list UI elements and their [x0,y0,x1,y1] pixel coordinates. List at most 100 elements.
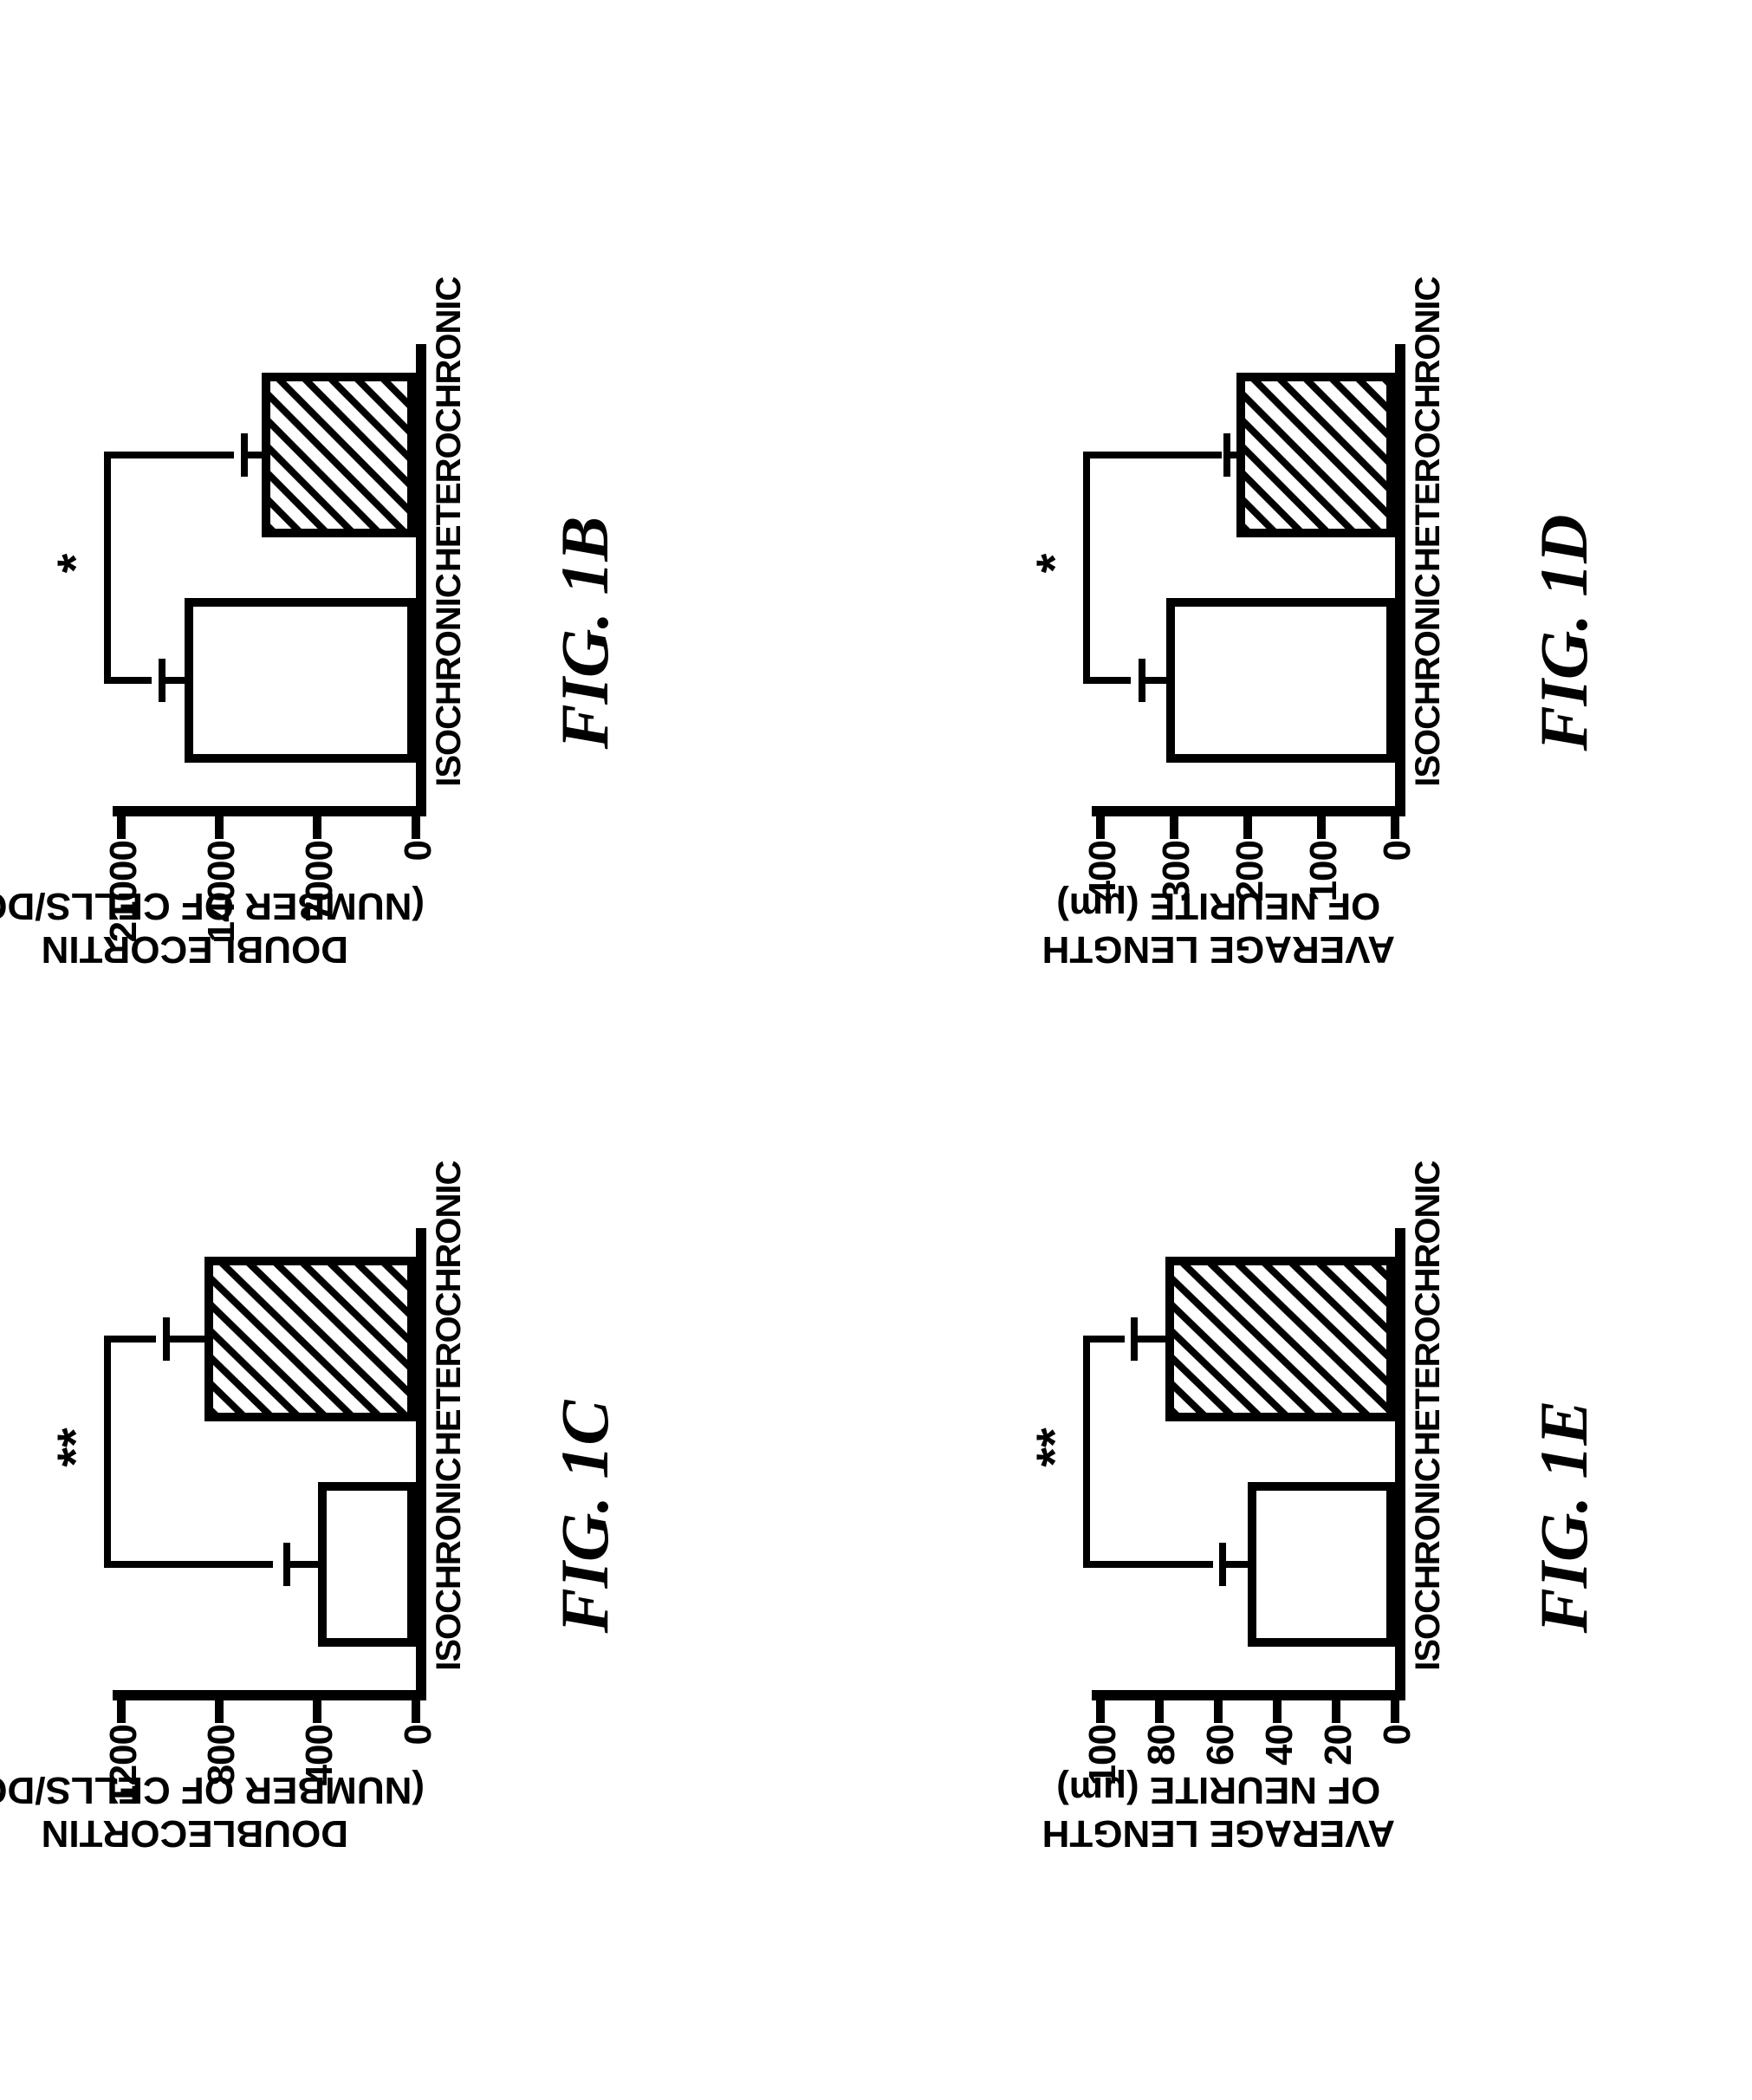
panel-inner: DOUBLECORTIN (NUMBER OF CELLS/DG) 0 400 … [87,1127,650,1907]
x-axis [1395,1228,1405,1700]
y-tick [313,806,321,839]
sig-bracket-left [1083,677,1131,684]
y-tick-label: 200 [1229,841,1272,1014]
y-axis [113,806,425,816]
y-tick-label: 40 [1258,1725,1301,1898]
y-tick-label: 400 [1081,841,1125,1014]
significance-marker: * [47,529,105,598]
plot-area: 0 400 800 1200 [121,1239,416,1690]
y-tick-label: 7000 [298,841,341,1014]
error-cap [159,659,165,702]
sig-bracket-left [1083,1561,1213,1568]
y-tick [1243,806,1252,839]
x-axis [416,344,426,816]
sig-bracket-top [104,452,111,684]
y-tick [1096,806,1105,839]
category-label: HETEROCHRONIC [1409,1222,1448,1456]
y-tick [1170,806,1178,839]
y-tick-label: 20 [1317,1725,1360,1898]
y-tick-label: 80 [1140,1725,1184,1898]
y-tick [412,806,420,839]
sig-bracket-right [104,1336,156,1343]
figure-caption: FIG. 1B [546,243,624,1023]
y-tick-label: 14000 [200,841,243,1014]
y-tick [1273,1690,1282,1723]
category-label: HETEROCHRONIC [1409,338,1448,572]
error-stem [1136,1336,1165,1343]
category-label: HETEROCHRONIC [430,338,469,572]
y-tick [117,806,126,839]
significance-marker: ** [1026,1400,1084,1495]
bar-heterochronic [262,373,416,537]
sig-bracket-right [1083,452,1222,458]
y-tick [117,1690,126,1723]
category-label: ISOCHRONIC [1409,572,1448,789]
y-tick-label: 100 [1081,1725,1125,1898]
y-tick-label: 400 [298,1725,341,1898]
bar-isochronic [1166,598,1395,763]
error-cap [241,433,248,477]
y-axis [113,1690,425,1700]
bar-isochronic [185,598,416,763]
figure-caption: FIG. 1C [546,1127,624,1907]
hatch-pattern-icon [1174,1265,1386,1413]
figure-caption: FIG. 1D [1525,243,1603,1023]
y-axis [1092,1690,1404,1700]
y-tick [1391,806,1399,839]
x-axis [416,1228,426,1700]
panel-inner: AVERAGE LENGTH OF NEURITE (μm) 0 20 40 6… [1066,1127,1629,1907]
error-stem [246,452,262,458]
error-stem [1224,1561,1248,1568]
y-tick-label: 0 [397,841,440,1014]
category-label: HETEROCHRONIC [430,1222,469,1456]
error-cap [163,1317,170,1361]
plot-area: 0 20 40 60 80 100 [1100,1239,1395,1690]
y-tick-label: 1200 [102,1725,146,1898]
y-tick [1214,1690,1223,1723]
panel-fig-1e: AVERAGE LENGTH OF NEURITE (μm) 0 20 40 6… [1066,1127,1629,1907]
y-tick-label: 21000 [102,841,146,1014]
figure-page: DOUBLECORTIN (NUMBER OF CELLS/DG) 0 7000… [0,0,1752,2100]
error-cap [1131,1317,1138,1361]
y-tick [1155,1690,1164,1723]
error-stem [1144,677,1166,684]
y-tick-label: 0 [1376,841,1419,1014]
y-tick [1332,1690,1340,1723]
hatch-pattern-icon [270,381,407,529]
sig-bracket-right [104,452,234,458]
bar-chart: DOUBLECORTIN (NUMBER OF CELLS/DG) 0 400 … [87,1127,650,1907]
bar-heterochronic [1165,1257,1395,1421]
panel-fig-1d: AVERAGE LENGTH OF NEURITE (μm) 0 100 200… [1066,243,1629,1023]
bar-heterochronic [204,1257,416,1421]
category-label: ISOCHRONIC [430,572,469,789]
hatch-pattern-icon [1245,381,1386,529]
y-tick [1096,1690,1105,1723]
sig-bracket-top [1083,1336,1090,1568]
y-tick [1317,806,1326,839]
error-cap [1139,659,1145,702]
plot-area: 0 100 200 300 400 [1100,355,1395,806]
error-stem [289,1561,318,1568]
category-label: ISOCHRONIC [1409,1456,1448,1673]
panel-fig-1c: DOUBLECORTIN (NUMBER OF CELLS/DG) 0 400 … [87,1127,650,1907]
bar-chart: DOUBLECORTIN (NUMBER OF CELLS/DG) 0 7000… [87,243,650,1023]
error-cap [283,1543,290,1586]
y-tick [215,806,224,839]
sig-bracket-top [1083,452,1090,684]
y-tick-label: 60 [1199,1725,1243,1898]
x-axis [1395,344,1405,816]
y-tick [1391,1690,1399,1723]
y-tick-label: 800 [200,1725,243,1898]
category-label: ISOCHRONIC [430,1456,469,1673]
plot-area: 0 7000 14000 21000 [121,355,416,806]
sig-bracket-left [104,1561,273,1568]
y-tick [215,1690,224,1723]
sig-bracket-left [104,677,152,684]
error-cap [1223,433,1230,477]
sig-bracket-top [104,1336,111,1568]
y-tick-label: 100 [1302,841,1346,1014]
bar-isochronic [1248,1482,1395,1647]
panel-inner: DOUBLECORTIN (NUMBER OF CELLS/DG) 0 7000… [87,243,650,1023]
bar-isochronic [318,1482,416,1647]
bar-chart: AVERAGE LENGTH OF NEURITE (μm) 0 100 200… [1066,243,1629,1023]
